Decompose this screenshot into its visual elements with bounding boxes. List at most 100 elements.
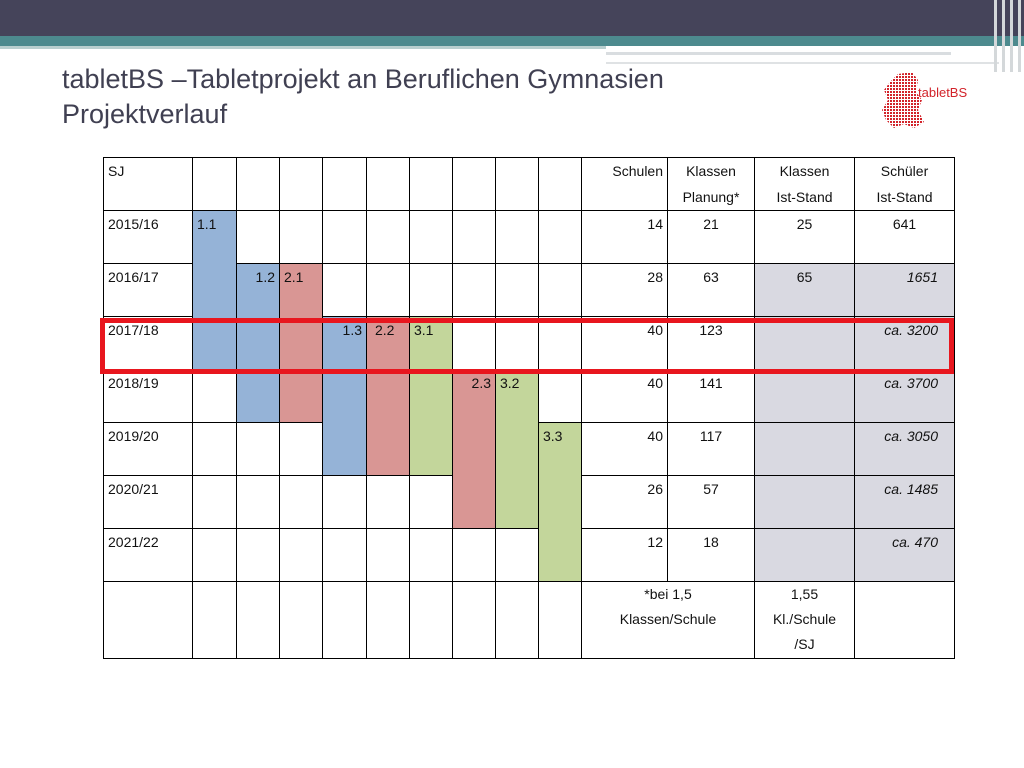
empty-cell [409,157,453,211]
schueler-cell: 641 [854,210,955,264]
phase-bar: 3.1 [409,316,453,476]
header-text: Ist-Stand [876,189,933,205]
empty-cell [279,581,323,659]
phase-bar: 3.3 [538,422,582,582]
planung-cell: 21 [667,210,755,264]
schueler-cell: ca. 3700 [854,369,955,423]
empty-cell [322,581,367,659]
empty-cell [322,210,367,264]
empty-cell [409,475,453,529]
empty-cell [409,263,453,317]
sj-cell: 2020/21 [103,475,193,529]
empty-cell [495,263,539,317]
decor-vline [1010,0,1013,72]
schueler-cell: ca. 1485 [854,475,955,529]
slide-title: tabletBS –Tabletprojekt an Beruflichen G… [62,62,852,132]
empty-cell [322,475,367,529]
header-schueler: Schüler Ist-Stand [854,157,955,211]
logo-text: tabletBS [918,85,968,100]
title-line-1: tabletBS –Tabletprojekt an Beruflichen G… [62,64,664,94]
empty-cell [366,475,410,529]
ist-cell [754,475,855,529]
decor-vline [994,0,997,72]
empty-cell [236,210,280,264]
schulen-cell: 26 [581,475,668,529]
tabletbs-logo [878,70,988,132]
empty-cell [452,210,496,264]
title-line-2: Projektverlauf [62,99,228,129]
header-sj: SJ [103,157,193,211]
empty-cell [279,210,323,264]
project-timeline-table: SJ Schulen Klassen Planung* Klassen Ist-St… [103,157,955,659]
empty-cell [366,528,410,582]
empty-cell [452,263,496,317]
empty-cell [495,157,539,211]
header-schulen: Schulen [581,157,668,211]
empty-cell [236,422,280,476]
decor-line [606,52,951,55]
empty-cell [236,581,280,659]
schulen-cell: 28 [581,263,668,317]
schulen-cell: 40 [581,422,668,476]
sj-cell: 2018/19 [103,369,193,423]
table-row: 2021/22 12 18 ca. 470 [103,528,955,582]
ist-cell [754,528,855,582]
planung-cell: 117 [667,422,755,476]
empty-cell [538,581,582,659]
schulen-cell: 12 [581,528,668,582]
ist-cell [754,369,855,423]
phase-bar: 1.1 [192,210,237,370]
header-text: Planung* [682,189,740,205]
empty-cell [495,316,539,370]
footnote-ist: 1,55 Kl./Schule /SJ [754,581,855,659]
empty-cell [192,581,237,659]
footnote-text: 1,55 [790,586,819,602]
ist-cell: 25 [754,210,855,264]
header-klassen-ist: Klassen Ist-Stand [754,157,855,211]
empty-cell [409,581,453,659]
empty-cell [279,528,323,582]
empty-cell [538,263,582,317]
phase-bar: 2.1 [279,263,323,423]
empty-cell [495,581,539,659]
empty-cell [322,263,367,317]
empty-cell [322,528,367,582]
planung-cell: 141 [667,369,755,423]
sj-cell: 2019/20 [103,422,193,476]
empty-cell [279,157,323,211]
empty-cell [366,157,410,211]
empty-cell [409,528,453,582]
footnote-row: *bei 1,5 Klassen/Schule 1,55 Kl./Schule … [103,581,955,659]
accent-line [0,46,606,49]
table-row: 2019/20 3.3 40 117 ca. 3050 [103,422,955,582]
planung-cell: 57 [667,475,755,529]
sj-cell: 2016/17 [103,263,193,317]
planung-cell: 18 [667,528,755,582]
empty-cell [236,157,280,211]
empty-cell [495,528,539,582]
decor-vline [1002,0,1005,72]
schueler-cell: 1651 [854,263,955,317]
highlight-frame [100,318,954,374]
phase-bar: 1.3 [322,316,367,476]
table-row: 2020/21 26 57 ca. 1485 [103,475,955,529]
empty-cell [495,210,539,264]
sj-cell: 2017/18 [103,316,193,370]
phase-bar: 2.2 [366,316,410,476]
map-logo-icon [882,72,924,128]
empty-cell [538,210,582,264]
empty-cell [192,369,237,423]
schueler-cell: ca. 470 [854,528,955,582]
header-text: Klassen [779,163,830,179]
empty-cell [279,475,323,529]
empty-cell [409,210,453,264]
empty-cell [192,475,237,529]
decor-vline [1018,0,1021,72]
empty-cell [452,157,496,211]
ist-cell [754,422,855,476]
footnote-text: Kl./Schule [772,611,837,627]
schulen-cell: 40 [581,316,668,370]
footnote-text: Klassen/Schule [619,611,717,627]
table-row: 2015/16 1.1 14 21 25 641 [103,210,955,370]
empty-cell [236,528,280,582]
